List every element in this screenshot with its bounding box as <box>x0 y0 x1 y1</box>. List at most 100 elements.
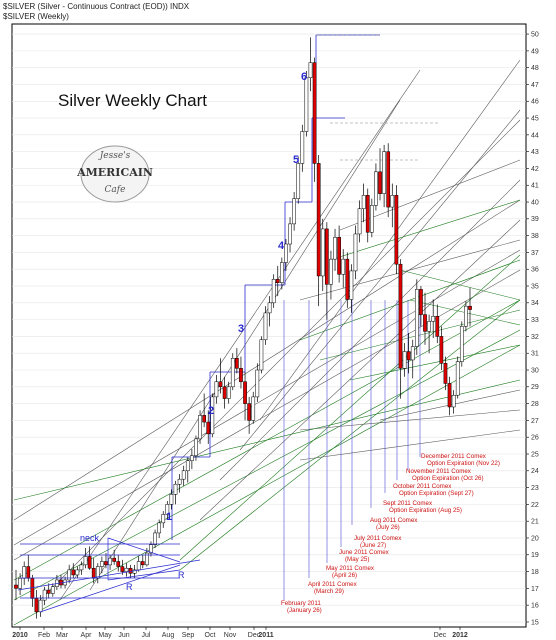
annotation-line1: May 2011 Comex <box>326 565 375 572</box>
candle <box>451 390 456 414</box>
annotation-line2: (June 27) <box>360 542 386 549</box>
x-axis: 2010 Feb Mar Apr May Jun Jul Aug Sep Oct Nov Dec201… <box>12 627 468 639</box>
candle-body <box>464 305 468 327</box>
y-tick-label: 39 <box>531 216 539 223</box>
candle-body <box>284 243 288 263</box>
y-tick-label: 44 <box>531 132 539 139</box>
candle <box>255 363 260 402</box>
candle-body <box>439 336 444 364</box>
plot-frame <box>11 23 527 628</box>
candle <box>459 321 464 367</box>
candle-body <box>402 351 407 369</box>
candle-body <box>87 556 92 569</box>
annotation-line2: (January 26) <box>287 607 322 614</box>
candle-body <box>374 171 378 206</box>
candle-body <box>136 561 141 571</box>
annotation-line2: Option Expiration (Aug 25) <box>389 507 462 514</box>
fan-line <box>299 409 521 431</box>
candle <box>34 590 39 619</box>
annotation: Aug 2011 Comex(July 26) <box>370 517 418 531</box>
annotation-line1: Aug 2011 Comex <box>370 517 418 524</box>
annotation-line2: Option Expiration (Oct 26) <box>412 475 484 482</box>
x-tick-label: 2011 <box>258 632 273 639</box>
fan-line <box>179 254 521 561</box>
candle <box>292 191 296 231</box>
candle <box>67 564 72 584</box>
candle-body <box>308 62 313 78</box>
candle-body <box>419 289 423 315</box>
pattern-line <box>107 537 181 563</box>
candle <box>218 358 223 394</box>
x-tick-label: Sep <box>182 632 195 639</box>
candle-body <box>22 566 27 579</box>
y-axis: 15 16 17 18 19 20 21 22 23 24 25 26 27 28 29 30 31 32 33 34… <box>526 31 539 626</box>
candle <box>140 554 145 569</box>
candle-body <box>116 561 121 567</box>
candle <box>42 586 47 606</box>
candle-body <box>316 163 321 277</box>
annotation-line1: June 2011 Comex <box>339 549 390 556</box>
candle-body <box>427 321 431 332</box>
x-tick-label: Jun <box>118 632 129 639</box>
candle-body <box>38 599 43 613</box>
candle-body <box>100 561 104 567</box>
pattern-line <box>17 559 201 591</box>
y-tick-label: 21 <box>531 519 539 526</box>
y-tick-label: 28 <box>531 401 539 408</box>
candle-body <box>243 381 247 404</box>
candle-body <box>198 415 202 440</box>
annotation-line2: (April 26) <box>332 572 357 579</box>
candle <box>206 410 211 444</box>
candle <box>390 183 395 228</box>
candle-body <box>435 316 440 337</box>
expiration-lines <box>283 300 421 600</box>
candle <box>198 410 202 444</box>
annotation-line1: Sept 2011 Comex <box>383 500 433 507</box>
candle-body <box>67 569 72 581</box>
logo-line1: Jesse's <box>98 151 131 161</box>
candle-body <box>153 532 157 545</box>
candle-body <box>50 586 55 594</box>
candle-body <box>222 386 227 399</box>
fan-line <box>299 429 521 461</box>
annotation-line2: (March 29) <box>314 588 344 595</box>
candle <box>455 356 460 399</box>
candle-body <box>194 438 198 456</box>
candle <box>14 569 18 601</box>
wave-label: 2 <box>208 405 214 417</box>
fan-line <box>259 59 521 421</box>
candle-body <box>18 578 22 589</box>
y-tick-label: 48 <box>531 65 539 72</box>
candle-body <box>398 263 403 369</box>
annotation-line2: (May 25) <box>345 556 369 563</box>
candle <box>177 474 182 493</box>
candle-body <box>206 421 211 435</box>
candle <box>419 286 423 327</box>
candle-body <box>349 270 354 300</box>
y-tick-label: 50 <box>531 31 539 38</box>
y-tick-label: 37 <box>531 250 539 257</box>
x-tick-label: Mar <box>56 632 69 639</box>
fan-line <box>329 199 521 261</box>
candle <box>324 222 329 320</box>
y-tick-label: 33 <box>531 317 539 324</box>
wave-label: 4 <box>278 240 285 252</box>
candle-body <box>357 208 362 235</box>
candle-body <box>378 171 382 194</box>
annotation: June 2011 Comex(May 25) <box>339 549 390 563</box>
wave-label: 6 <box>301 71 307 83</box>
fan-line <box>239 109 521 451</box>
annotation-line2: Option Expiration (Sept 27) <box>399 490 474 497</box>
candle <box>386 143 391 218</box>
y-tick-label: 41 <box>531 183 539 190</box>
candle-body <box>275 279 280 283</box>
x-tick-label: 2010 <box>12 632 28 639</box>
candle <box>357 200 362 243</box>
candle-body <box>145 552 149 566</box>
candle <box>83 548 88 569</box>
candle-body <box>169 494 174 505</box>
y-tick-label: 19 <box>531 552 539 559</box>
candle <box>190 448 194 470</box>
